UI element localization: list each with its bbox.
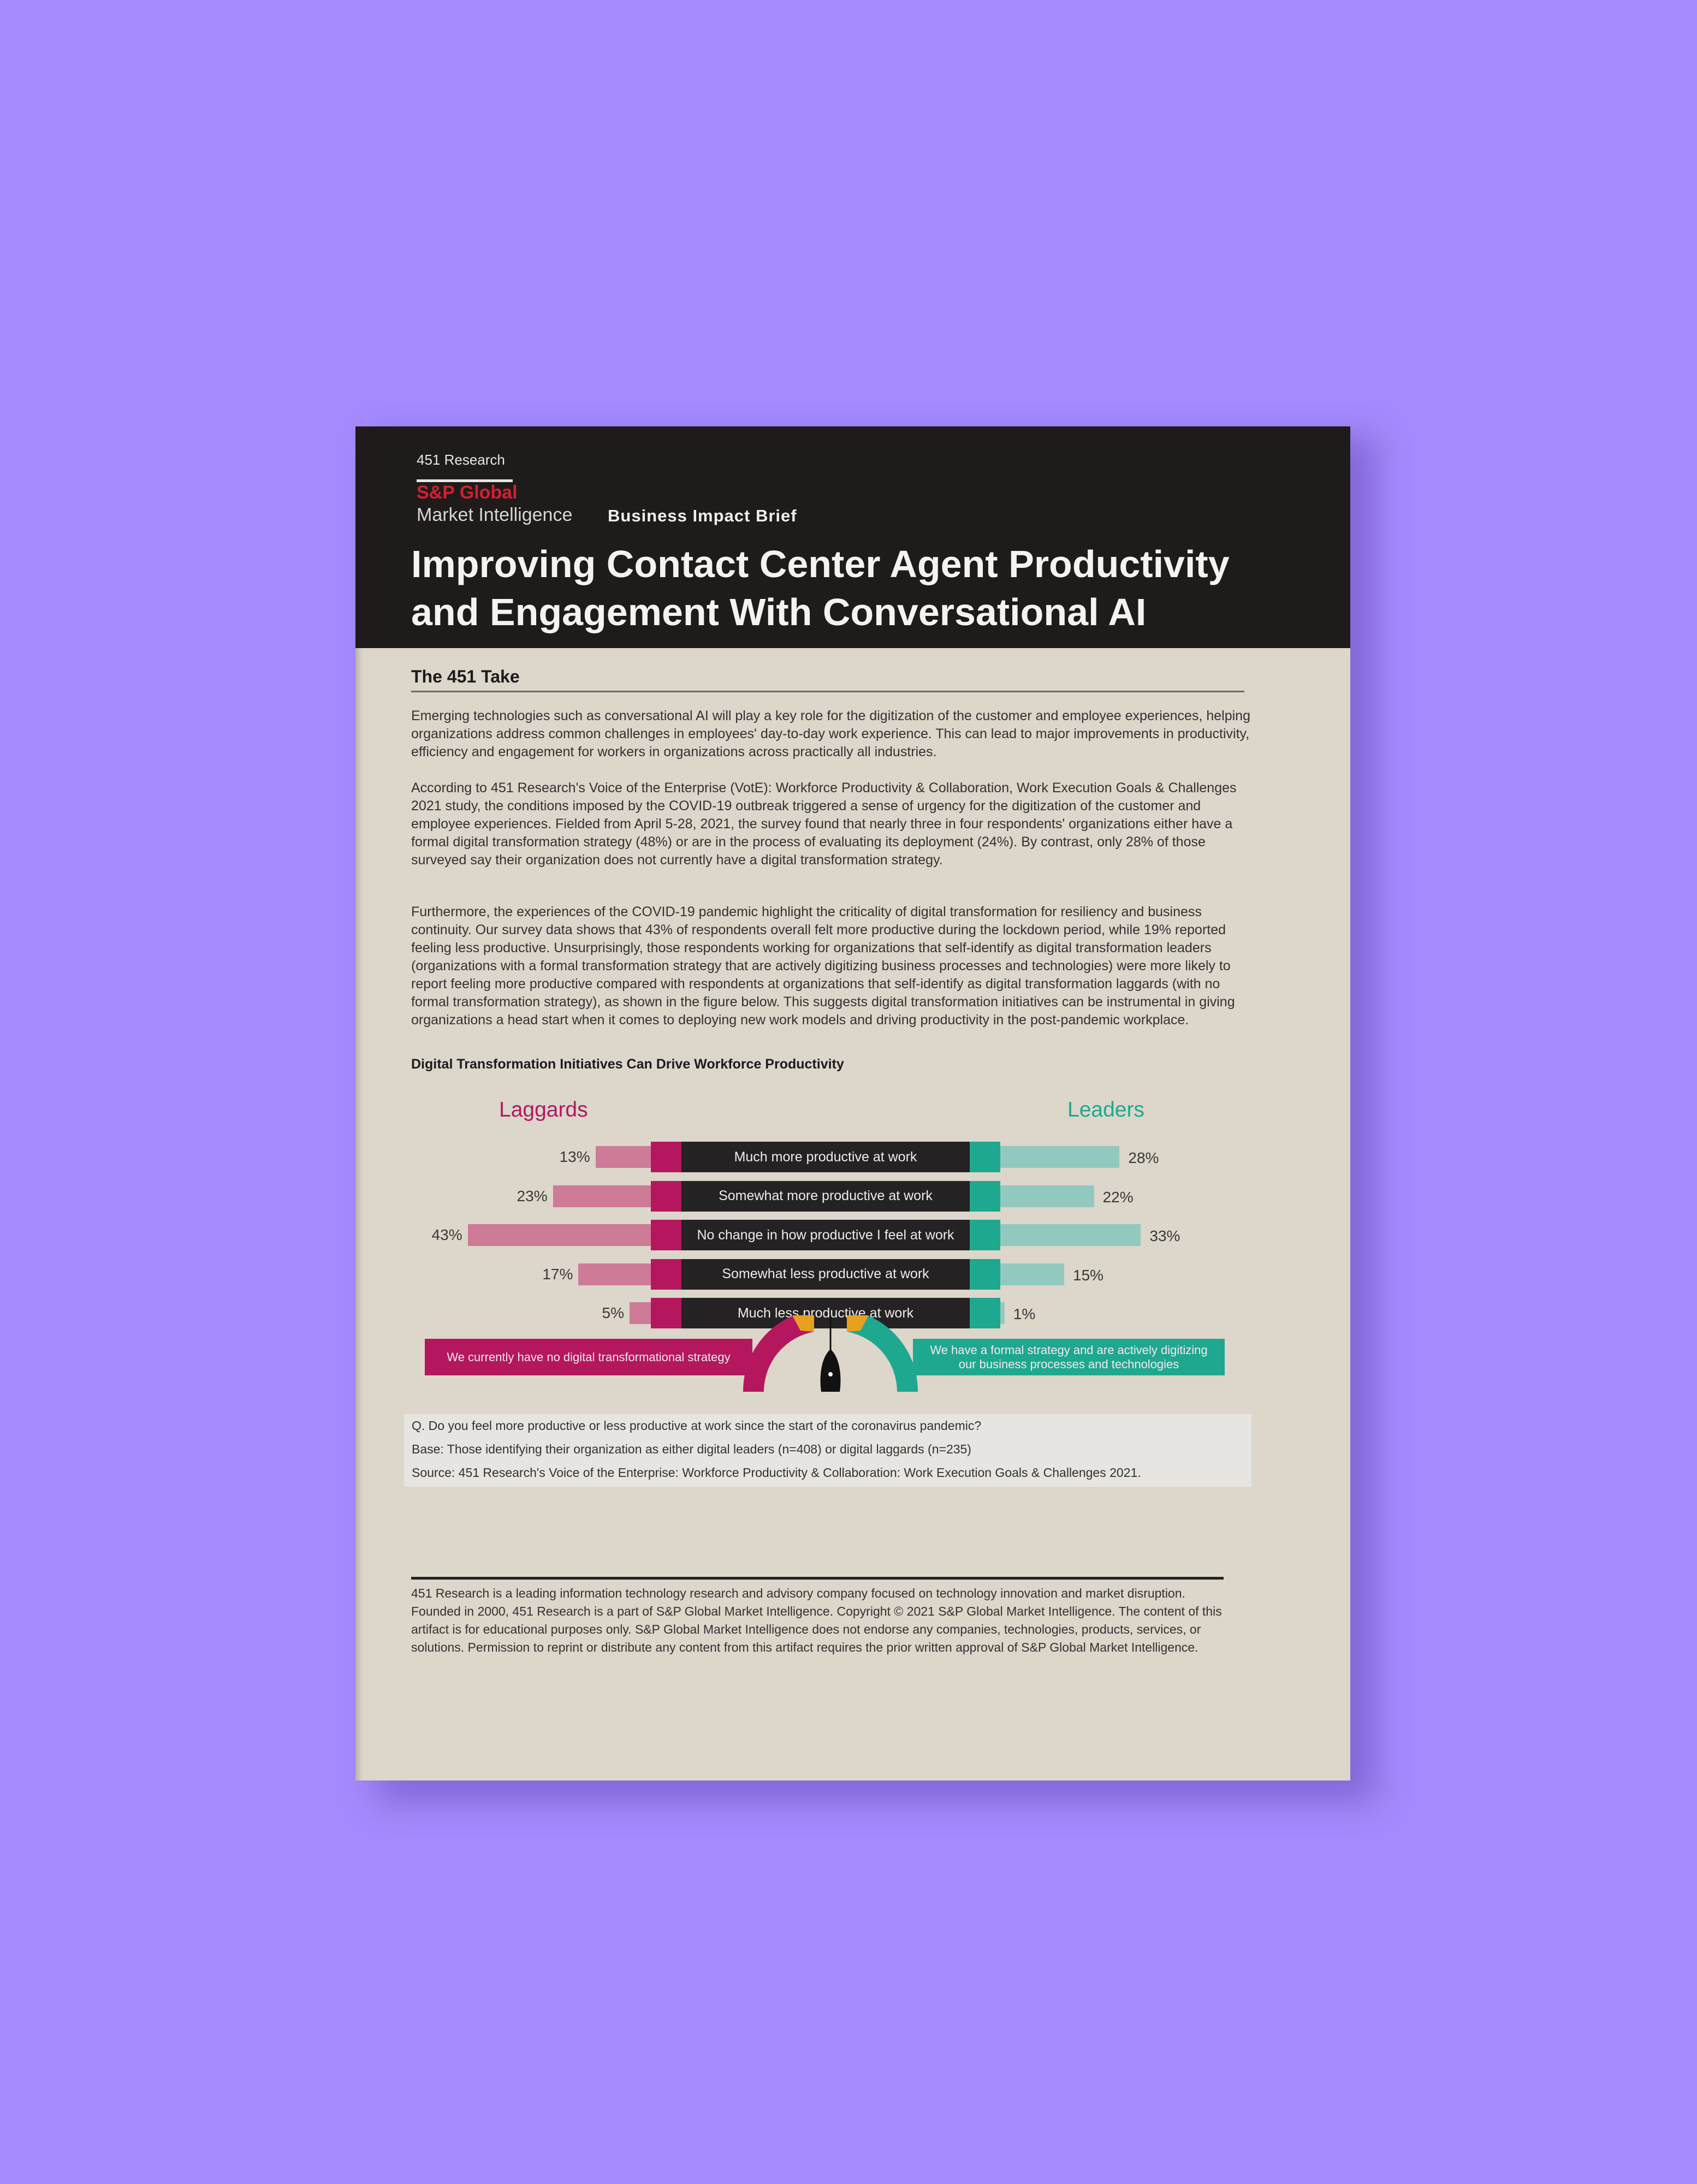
bar-laggards bbox=[630, 1302, 651, 1324]
bar-cap-laggards bbox=[651, 1298, 681, 1328]
bar-leaders bbox=[1000, 1302, 1005, 1324]
data-label-laggards: 5% bbox=[602, 1304, 624, 1321]
bar-leaders bbox=[1000, 1146, 1120, 1168]
chart-notes: Q. Do you feel more productive or less p… bbox=[404, 1414, 1251, 1487]
series-label-leaders: Leaders bbox=[1067, 1098, 1144, 1121]
paragraph-2: According to 451 Research's Voice of the… bbox=[411, 780, 1237, 868]
gauge-needle bbox=[820, 1349, 841, 1392]
page-title: Improving Contact Center Agent Productiv… bbox=[411, 540, 1312, 636]
series-label-laggards: Laggards bbox=[499, 1098, 588, 1121]
brand-451-research: 451 Research bbox=[417, 452, 505, 468]
gauge-icon bbox=[743, 1315, 918, 1392]
data-label-leaders: 22% bbox=[1102, 1188, 1134, 1206]
bar-laggards bbox=[578, 1263, 651, 1285]
data-label-leaders: 1% bbox=[1013, 1305, 1036, 1322]
category-label: Much less productive at work bbox=[681, 1298, 970, 1328]
bar-leaders bbox=[1000, 1263, 1064, 1285]
footer-rule bbox=[411, 1577, 1224, 1580]
data-label-leaders: 15% bbox=[1073, 1266, 1104, 1284]
gauge-accent-right bbox=[847, 1315, 869, 1332]
bar-leaders bbox=[1000, 1185, 1094, 1207]
data-label-leaders: 28% bbox=[1128, 1149, 1159, 1166]
legend-laggards: We currently have no digital transformat… bbox=[425, 1339, 752, 1375]
bar-cap-leaders bbox=[970, 1220, 1000, 1250]
gauge-arc-leaders bbox=[847, 1315, 918, 1392]
section-title: The 451 Take bbox=[411, 667, 520, 686]
header-band: 451 Research S&P Global Market Intellige… bbox=[355, 426, 1350, 648]
title-line-2: and Engagement With Conversational AI bbox=[411, 591, 1147, 633]
bar-leaders bbox=[1000, 1224, 1141, 1246]
bar-laggards bbox=[467, 1224, 651, 1246]
bar-cap-laggards bbox=[651, 1259, 681, 1290]
bar-cap-leaders bbox=[970, 1142, 1000, 1172]
title-line-1: Improving Contact Center Agent Productiv… bbox=[411, 543, 1230, 585]
bar-cap-leaders bbox=[970, 1180, 1000, 1212]
data-label-laggards: 13% bbox=[559, 1148, 590, 1165]
bar-laggards bbox=[553, 1185, 651, 1207]
paragraph-3: Furthermore, the experiences of the COVI… bbox=[411, 904, 1235, 1028]
bar-cap-laggards bbox=[651, 1180, 681, 1212]
legend-leaders: We have a formal strategy and are active… bbox=[913, 1339, 1225, 1375]
bar-laggards bbox=[595, 1146, 651, 1168]
category-label: Somewhat more productive at work bbox=[681, 1180, 970, 1212]
category-label: No change in how productive I feel at wo… bbox=[681, 1220, 970, 1250]
note-source: Source: 451 Research's Voice of the Ente… bbox=[412, 1465, 1141, 1480]
paragraph-1: Emerging technologies such as conversati… bbox=[411, 708, 1250, 759]
brand-market-intelligence: Market Intelligence bbox=[417, 505, 573, 525]
data-label-leaders: 33% bbox=[1149, 1227, 1180, 1244]
figure-title: Digital Transformation Initiatives Can D… bbox=[411, 1057, 844, 1072]
diverging-bar-chart: Laggards Leaders Much more productive at… bbox=[355, 426, 1350, 1409]
brand-divider bbox=[417, 479, 513, 482]
data-label-laggards: 43% bbox=[431, 1226, 462, 1243]
gauge-arc-laggards bbox=[743, 1315, 814, 1392]
bar-cap-laggards bbox=[651, 1142, 681, 1172]
gauge-accent-left bbox=[792, 1315, 814, 1332]
footer-text: 451 Research is a leading information te… bbox=[411, 1586, 1222, 1654]
bar-cap-leaders bbox=[970, 1259, 1000, 1290]
bar-cap-leaders bbox=[970, 1298, 1000, 1328]
category-label: Much more productive at work bbox=[681, 1142, 970, 1172]
doc-type: Business Impact Brief bbox=[608, 506, 797, 525]
note-base: Base: Those identifying their organizati… bbox=[412, 1442, 971, 1456]
section-rule bbox=[411, 691, 1244, 692]
document-page: 451 Research S&P Global Market Intellige… bbox=[355, 426, 1350, 1781]
data-label-laggards: 23% bbox=[517, 1187, 548, 1204]
brand-sp-global: S&P Global bbox=[417, 482, 518, 503]
data-label-laggards: 17% bbox=[542, 1265, 573, 1283]
note-question: Q. Do you feel more productive or less p… bbox=[412, 1419, 982, 1433]
bar-cap-laggards bbox=[651, 1220, 681, 1250]
category-label: Somewhat less productive at work bbox=[681, 1259, 970, 1290]
